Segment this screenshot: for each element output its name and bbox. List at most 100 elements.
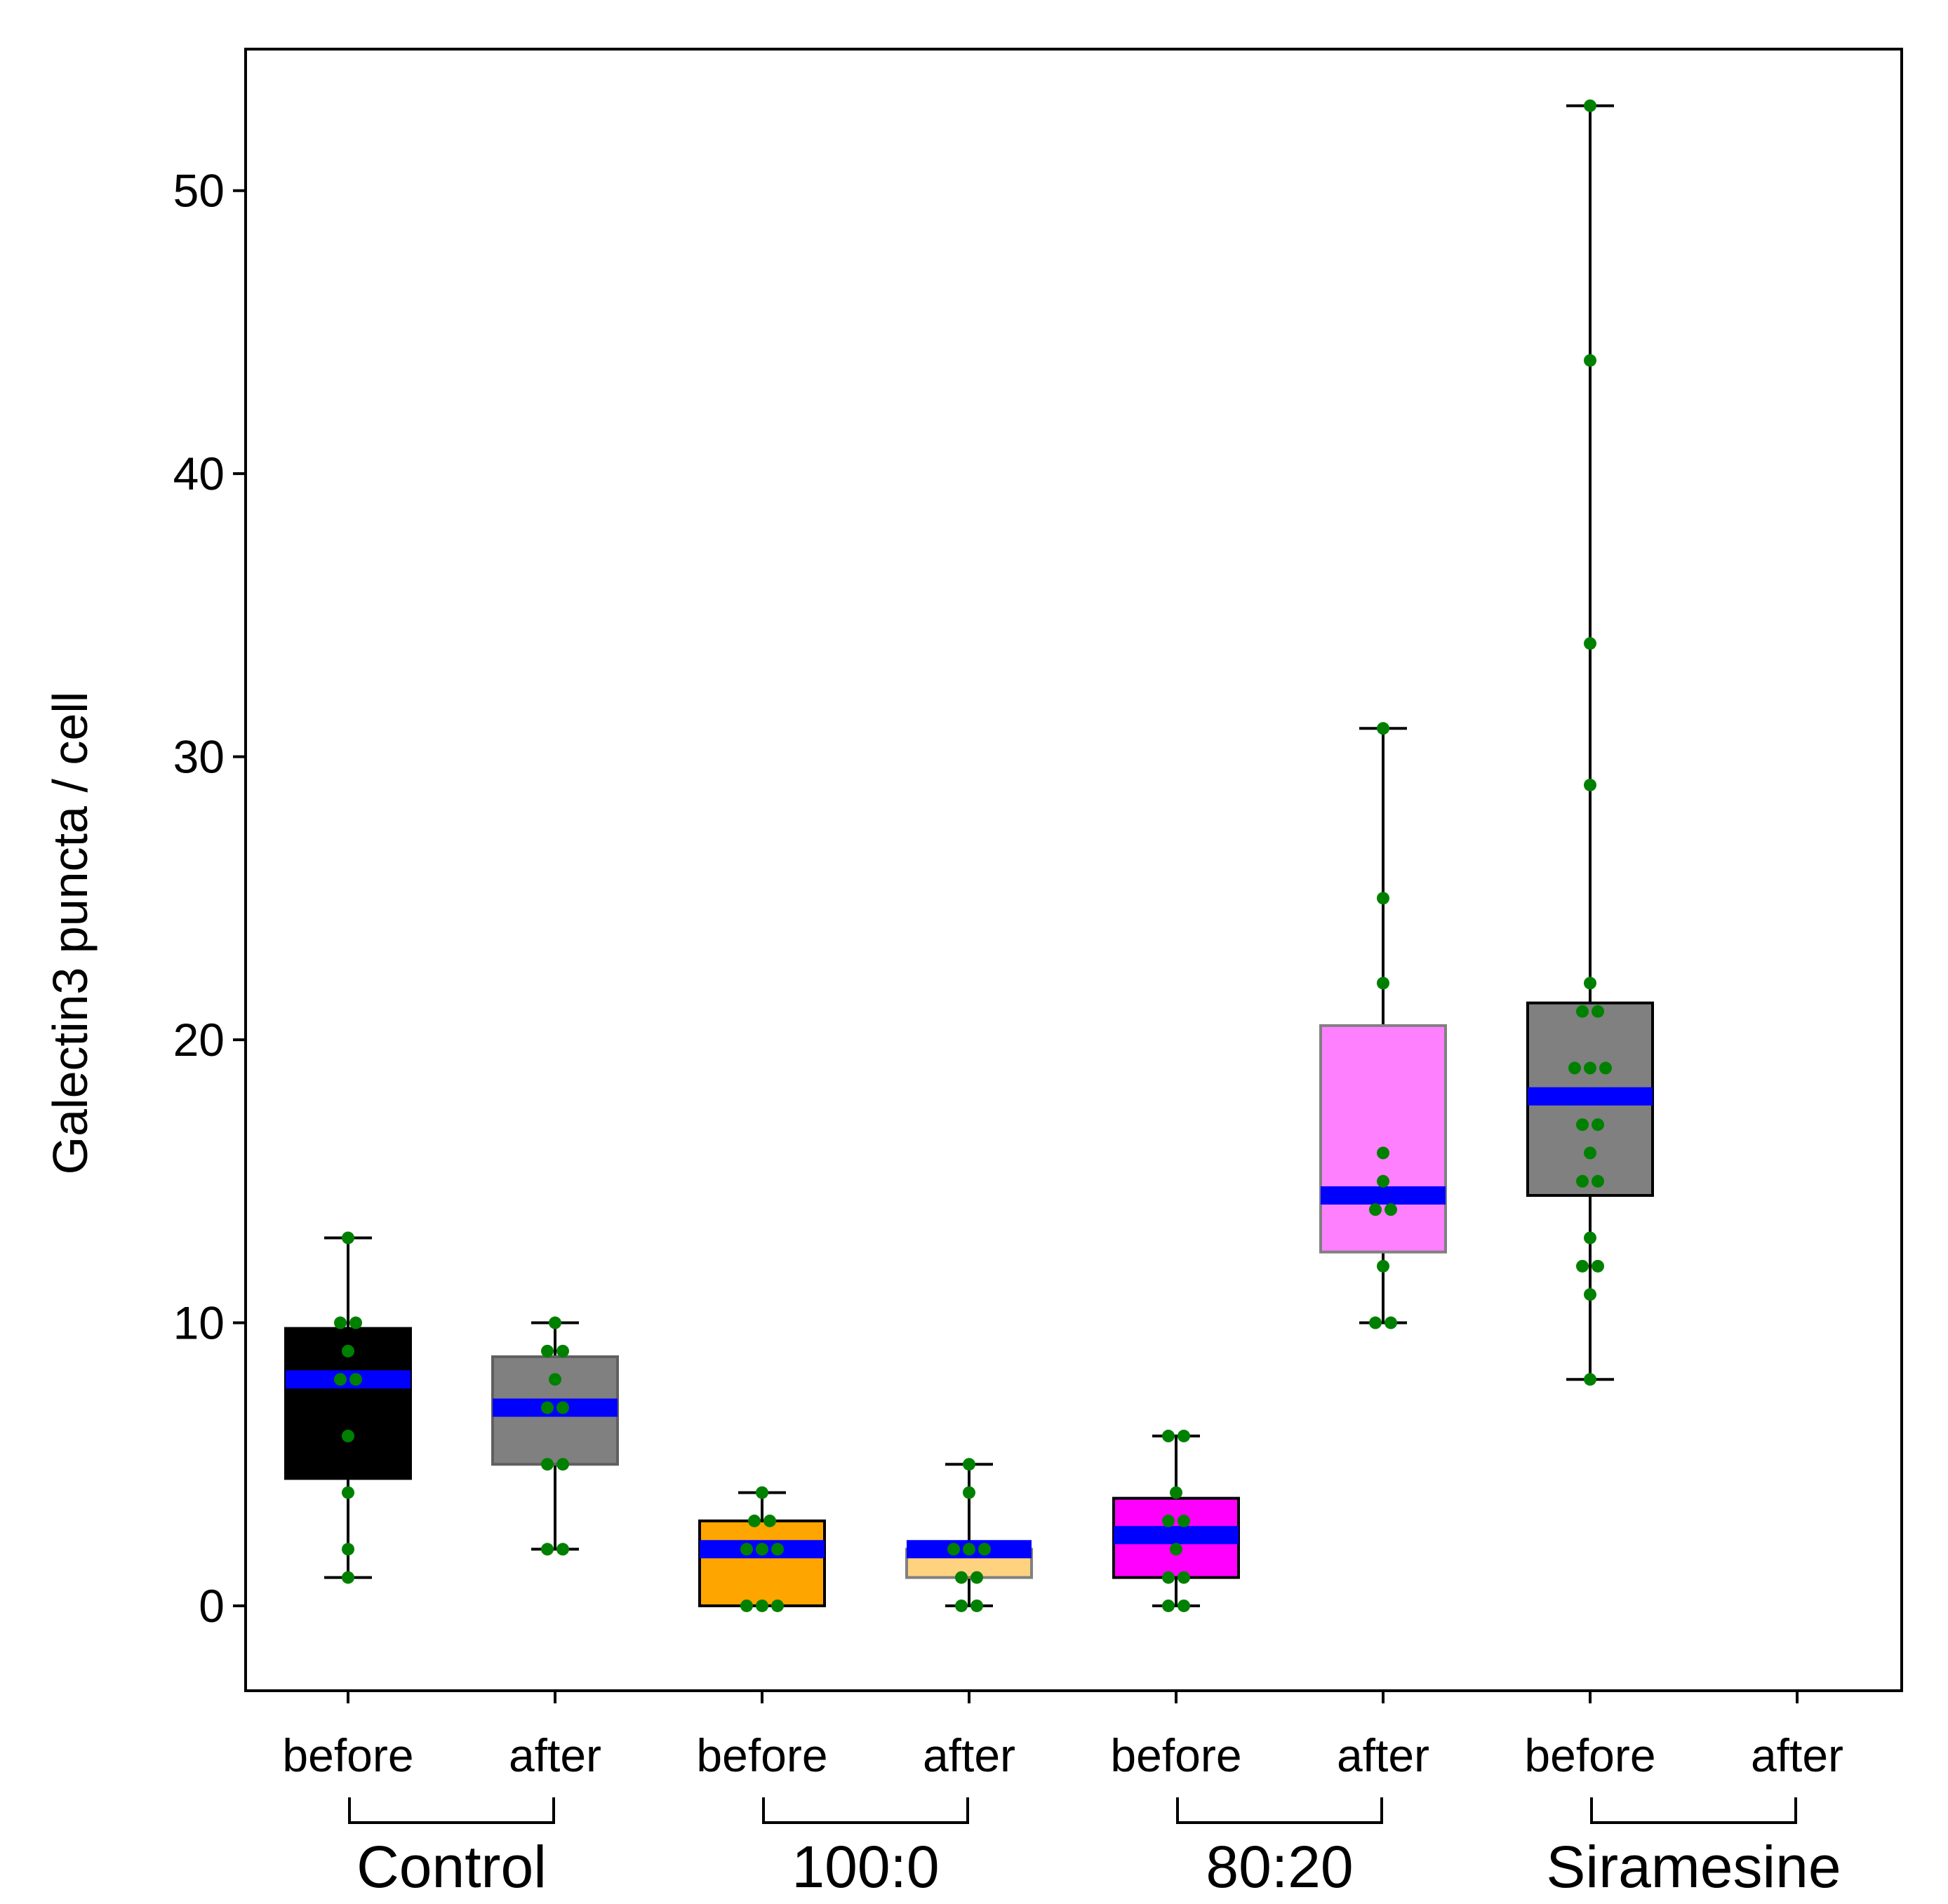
data-point xyxy=(541,1458,554,1471)
data-point xyxy=(1170,1486,1182,1499)
data-point xyxy=(556,1458,569,1471)
data-point xyxy=(1584,1061,1596,1075)
y-tick-label: 30 xyxy=(173,731,225,783)
data-point xyxy=(740,1543,753,1556)
data-point xyxy=(549,1316,561,1329)
group-label: 80:20 xyxy=(1206,1834,1353,1900)
data-point xyxy=(1576,1174,1589,1188)
x-tick-label: after xyxy=(1751,1729,1843,1781)
data-point xyxy=(342,1344,354,1357)
data-point xyxy=(1592,1118,1604,1132)
data-point xyxy=(342,1429,354,1442)
data-point xyxy=(1178,1571,1190,1584)
data-point xyxy=(1584,1373,1596,1386)
x-tick-label: before xyxy=(1524,1729,1655,1781)
group-label: Control xyxy=(356,1834,547,1900)
data-point xyxy=(1377,1174,1389,1188)
axes-frame xyxy=(244,48,1903,1692)
data-point xyxy=(1162,1429,1175,1442)
data-point xyxy=(1584,1146,1596,1160)
data-point xyxy=(1385,1203,1397,1216)
data-point xyxy=(1584,1231,1596,1245)
x-tick-label: before xyxy=(696,1729,827,1781)
data-point xyxy=(1178,1599,1190,1612)
data-point xyxy=(1576,1259,1589,1273)
data-point xyxy=(334,1373,347,1386)
box-3 xyxy=(905,1458,1033,1612)
box-0 xyxy=(284,1231,412,1584)
data-point xyxy=(342,1231,354,1245)
x-tick-label: before xyxy=(282,1729,413,1781)
data-point xyxy=(955,1599,968,1612)
box-body xyxy=(698,1519,826,1607)
data-point xyxy=(1377,892,1389,905)
data-point xyxy=(1162,1571,1175,1584)
plot-area: 0 10 20 30 40 50 before after before after before a… xyxy=(173,99,1843,1900)
box-body xyxy=(284,1327,412,1480)
data-point xyxy=(771,1599,784,1612)
data-point xyxy=(756,1599,768,1612)
data-point xyxy=(1369,1203,1382,1216)
data-point xyxy=(556,1344,569,1357)
data-point xyxy=(1584,637,1596,650)
data-point xyxy=(334,1316,347,1329)
data-point xyxy=(1377,977,1389,990)
data-point xyxy=(556,1543,569,1556)
data-point xyxy=(1584,778,1596,791)
data-point xyxy=(963,1458,975,1471)
y-tick-label: 20 xyxy=(173,1014,225,1066)
data-point xyxy=(349,1316,362,1329)
data-point xyxy=(1369,1316,1382,1329)
data-point xyxy=(756,1543,768,1556)
y-tick-label: 40 xyxy=(173,448,225,500)
data-point xyxy=(947,1543,960,1556)
data-point xyxy=(771,1543,784,1556)
group-label: Siramesine xyxy=(1546,1834,1841,1900)
box-1 xyxy=(491,1316,619,1556)
box-5 xyxy=(1319,722,1447,1329)
box-4 xyxy=(1112,1429,1240,1612)
data-point xyxy=(1584,99,1596,112)
data-point xyxy=(1599,1061,1612,1075)
data-point xyxy=(1576,1005,1589,1018)
y-tick-label: 50 xyxy=(173,165,225,217)
data-point xyxy=(740,1599,753,1612)
data-point xyxy=(342,1543,354,1556)
data-point xyxy=(549,1373,561,1386)
box-body xyxy=(1319,1024,1447,1254)
data-point xyxy=(970,1571,983,1584)
data-point xyxy=(763,1514,776,1527)
data-point xyxy=(1377,1146,1389,1160)
y-tick-label: 10 xyxy=(173,1297,225,1349)
data-point xyxy=(1576,1118,1589,1132)
data-point xyxy=(748,1514,761,1527)
data-point xyxy=(1162,1599,1175,1612)
data-point xyxy=(541,1401,554,1414)
data-point xyxy=(1178,1429,1190,1442)
data-point xyxy=(1592,1174,1604,1188)
data-point xyxy=(1584,977,1596,990)
data-point xyxy=(1584,354,1596,367)
data-point xyxy=(1592,1259,1604,1273)
x-tick-label: before xyxy=(1110,1729,1241,1781)
data-point xyxy=(1377,722,1389,735)
data-point xyxy=(1170,1543,1182,1556)
data-point xyxy=(541,1543,554,1556)
box-2 xyxy=(698,1486,826,1612)
data-point xyxy=(1178,1514,1190,1527)
group-bracket xyxy=(762,1797,969,1824)
group-bracket xyxy=(1590,1797,1797,1824)
x-tick-label: after xyxy=(509,1729,601,1781)
group-label: 100:0 xyxy=(792,1834,939,1900)
x-tick-label: after xyxy=(1337,1729,1429,1781)
data-point xyxy=(1584,1288,1596,1301)
data-point xyxy=(1162,1514,1175,1527)
group-bracket xyxy=(1176,1797,1383,1824)
data-point xyxy=(963,1486,975,1499)
data-point xyxy=(756,1486,768,1499)
y-tick-label: 0 xyxy=(199,1580,225,1632)
x-tick-label: after xyxy=(923,1729,1015,1781)
group-bracket xyxy=(348,1797,555,1824)
data-point xyxy=(1377,1259,1389,1273)
